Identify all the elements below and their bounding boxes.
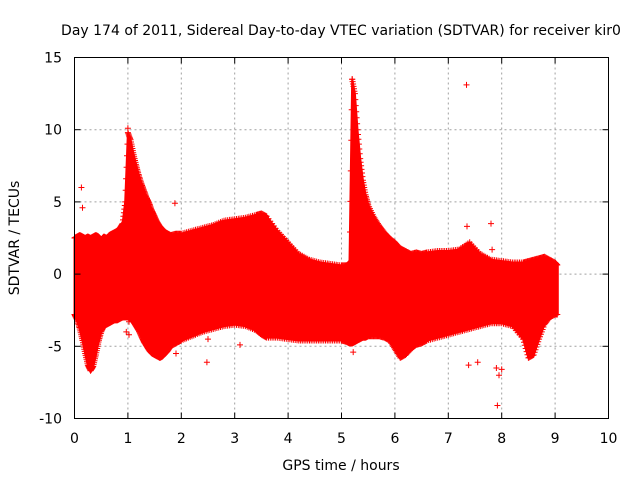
outlier-point bbox=[79, 204, 86, 211]
outlier-point bbox=[465, 362, 472, 369]
outlier-point bbox=[122, 219, 129, 226]
chart-title: Day 174 of 2011, Sidereal Day-to-day VTE… bbox=[61, 23, 621, 39]
outlier-point bbox=[474, 359, 481, 366]
x-tick-label: 9 bbox=[551, 431, 560, 447]
x-axis-label: GPS time / hours bbox=[282, 458, 399, 474]
outlier-point bbox=[464, 223, 470, 230]
outlier-point bbox=[306, 326, 313, 332]
outlier-point bbox=[488, 220, 494, 227]
outlier-point bbox=[205, 336, 211, 343]
band-edge-point bbox=[123, 164, 130, 171]
band-edge-point bbox=[352, 102, 359, 109]
x-tick-label: 5 bbox=[337, 431, 346, 447]
band-edge-point bbox=[123, 175, 130, 182]
band-edge-point bbox=[530, 352, 537, 358]
outlier-point bbox=[78, 184, 85, 191]
outlier-point bbox=[203, 359, 210, 366]
outlier-point bbox=[498, 366, 505, 373]
band-edge-point bbox=[353, 108, 360, 115]
x-tick-label: 1 bbox=[123, 431, 132, 447]
x-tick-label: 8 bbox=[497, 431, 506, 447]
tick-labels: 0 1 2 3 4 5 6 7 8 9 10 -10 -5 0 5 10 15 bbox=[39, 51, 617, 448]
band-edge-point bbox=[347, 198, 354, 205]
y-tick-label: 0 bbox=[53, 267, 62, 283]
outlier-point bbox=[496, 372, 502, 379]
band-edge-point bbox=[521, 342, 528, 349]
outlier-point bbox=[463, 81, 470, 88]
y-tick-label: 5 bbox=[53, 195, 62, 211]
x-tick-label: 10 bbox=[600, 431, 618, 447]
outlier-point bbox=[237, 341, 243, 348]
outlier-point bbox=[171, 200, 178, 207]
band-edge-point bbox=[521, 339, 527, 346]
outlier-point bbox=[80, 276, 86, 283]
data-points bbox=[71, 76, 561, 409]
x-tick-label: 6 bbox=[390, 431, 399, 447]
band-edge-point bbox=[353, 114, 360, 121]
band-edge-point bbox=[554, 311, 561, 318]
outlier-point bbox=[173, 350, 179, 357]
band-edge-point bbox=[522, 345, 529, 352]
outlier-point bbox=[399, 330, 406, 337]
y-tick-label: 10 bbox=[44, 123, 62, 139]
x-tick-label: 2 bbox=[177, 431, 186, 447]
x-tick-label: 3 bbox=[230, 431, 239, 447]
y-tick-label: -10 bbox=[39, 412, 62, 428]
band-edge-point bbox=[348, 106, 355, 113]
band-edge-point bbox=[351, 90, 358, 97]
outlier-point bbox=[126, 331, 132, 338]
x-tick-label: 0 bbox=[70, 431, 79, 447]
band-edge-point bbox=[347, 229, 353, 235]
outlier-point bbox=[489, 246, 496, 253]
y-tick-label: -5 bbox=[48, 339, 62, 355]
band-edge-point bbox=[124, 152, 130, 159]
band-edge-point bbox=[535, 338, 542, 345]
axis-ticks bbox=[74, 57, 609, 419]
y-tick-label: 15 bbox=[44, 51, 62, 67]
band-edge-point bbox=[346, 259, 353, 266]
band-edge-point bbox=[347, 167, 354, 174]
band-edge-point bbox=[554, 262, 561, 268]
outlier-point bbox=[124, 125, 131, 132]
outlier-point bbox=[288, 330, 295, 337]
outlier-point bbox=[123, 328, 130, 335]
band-edge-point bbox=[352, 96, 359, 103]
x-tick-label: 4 bbox=[284, 431, 293, 447]
band-edge-point bbox=[533, 344, 540, 350]
outlier-point bbox=[350, 349, 357, 356]
band-edge-point bbox=[122, 198, 129, 205]
band-edge-point bbox=[523, 348, 530, 355]
band-edge-point bbox=[534, 341, 541, 348]
band-edge-point bbox=[348, 137, 355, 144]
outlier-point bbox=[528, 346, 535, 353]
band-edge-point bbox=[354, 120, 361, 127]
outlier-point bbox=[126, 318, 132, 325]
band-edge-point bbox=[122, 187, 129, 194]
y-axis-label: SDTVAR / TECUs bbox=[7, 181, 23, 296]
outlier-point bbox=[349, 76, 356, 83]
outlier-point bbox=[346, 275, 352, 282]
band-edge-point bbox=[531, 349, 538, 356]
x-tick-label: 7 bbox=[444, 431, 453, 447]
outlier-point bbox=[493, 365, 500, 371]
band-edge-point bbox=[520, 336, 527, 343]
outlier-point bbox=[494, 402, 501, 409]
